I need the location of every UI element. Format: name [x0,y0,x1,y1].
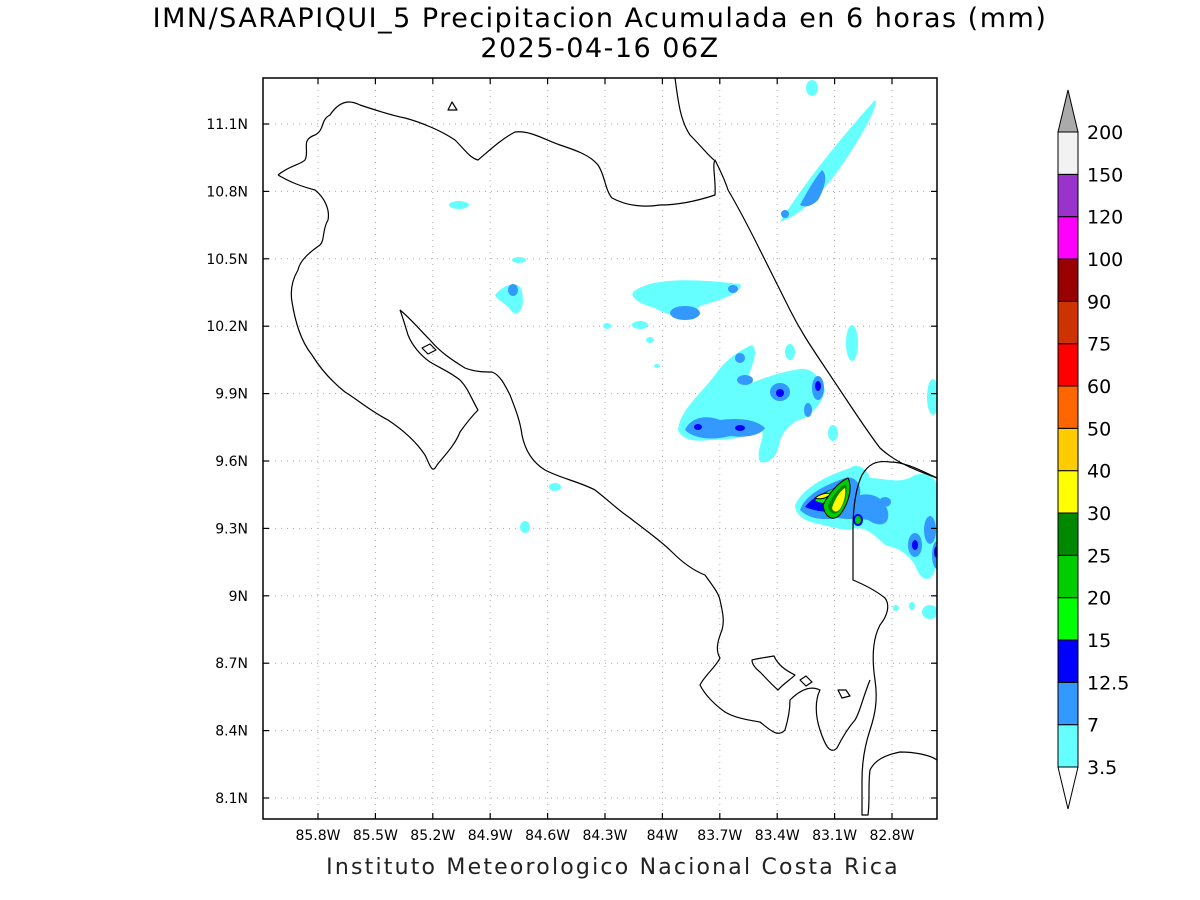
colorbar-level-label: 40 [1087,461,1111,483]
colorbar-under-triangle [1057,766,1079,810]
colorbar-swatch [1057,512,1079,556]
lon-tick-label: 85.8W [295,828,340,844]
lon-tick-label: 84W [647,828,679,844]
colorbar-level-label: 15 [1087,630,1111,652]
lat-tick-label: 9.6N [215,454,248,470]
colorbar-level-label: 200 [1087,122,1123,144]
lon-tick-label: 83.4W [755,828,800,844]
precip-level-3-5 [449,80,937,619]
lat-tick-label: 8.7N [215,656,248,672]
colorbar-swatch [1057,173,1079,218]
colorbar-swatch [1057,300,1079,345]
colorbar-level-label: 120 [1087,207,1123,229]
colorbar-level-label: 20 [1087,588,1111,610]
colorbar-level-label: 3.5 [1087,757,1117,779]
map-grid [263,78,937,819]
lat-tick-label: 9N [229,589,248,605]
credit-footer: Instituto Meteorologico Nacional Costa R… [326,855,900,880]
colorbar-level-label: 75 [1087,334,1111,356]
lon-tick-label: 84.9W [468,828,513,844]
colorbar-level-label: 50 [1087,418,1111,440]
lat-tick-label: 11.1N [206,117,248,133]
lat-tick-label: 8.1N [215,791,248,807]
colorbar-level-label: 7 [1087,715,1099,737]
lat-tick-label: 10.8N [206,184,248,200]
colorbar-level-label: 100 [1087,249,1123,271]
lat-tick-label: 10.5N [206,252,248,268]
colorbar-level-label: 150 [1087,164,1123,186]
colorbar-swatch [1057,554,1079,599]
colorbar-level-label: 30 [1087,503,1111,525]
lat-tick-label: 10.2N [206,319,248,335]
colorbar-swatch [1057,216,1079,260]
colorbar-swatch [1057,470,1079,514]
lon-tick-label: 85.2W [410,828,455,844]
map-subtitle: 2025-04-16 06Z [480,33,720,64]
precip-core [814,477,861,524]
colorbar-swatch [1057,427,1079,472]
longitude-tick-labels: 85.8W 85.5W 85.2W 84.9W 84.6W 84.3W 84W 83.7W 83… [295,828,914,844]
colorbar-swatch [1057,131,1079,175]
colorbar-level-label: 25 [1087,545,1111,567]
coastline-and-borders [277,78,937,816]
lat-tick-label: 9.3N [215,521,248,537]
lon-tick-label: 82.8W [869,828,914,844]
map-title: IMN/SARAPIQUI_5 Precipitacion Acumulada … [152,3,1048,34]
colorbar-level-label: 12.5 [1087,672,1129,694]
colorbar-swatch [1057,639,1079,683]
colorbar-swatch [1057,724,1079,768]
colorbar-level-label: 90 [1087,291,1111,313]
colorbar-level-label: 60 [1087,376,1111,398]
colorbar-swatch [1057,343,1079,387]
precipitation-field [449,80,937,619]
lon-tick-label: 84.6W [525,828,570,844]
colorbar-over-triangle [1057,89,1079,133]
lon-tick-label: 85.5W [353,828,398,844]
colorbar-swatch [1057,681,1079,726]
lon-tick-label: 83.7W [697,828,742,844]
lon-tick-label: 83.1W [812,828,857,844]
colorbar: 3.5 7 12.5 15 20 25 30 40 50 60 75 90 100 120 150 200 [1057,89,1129,810]
colorbar-swatch [1057,258,1079,302]
axis-tick-marks [263,78,937,819]
lon-tick-label: 84.3W [582,828,627,844]
lat-tick-label: 9.9N [215,387,248,403]
latitude-tick-labels: 11.1N 10.8N 10.5N 10.2N 9.9N 9.6N 9.3N 9N 8.7N 8.… [206,117,248,807]
colorbar-swatch [1057,597,1079,641]
map-frame [262,77,938,820]
colorbar-swatch [1057,385,1079,429]
lat-tick-label: 8.4N [215,724,248,740]
